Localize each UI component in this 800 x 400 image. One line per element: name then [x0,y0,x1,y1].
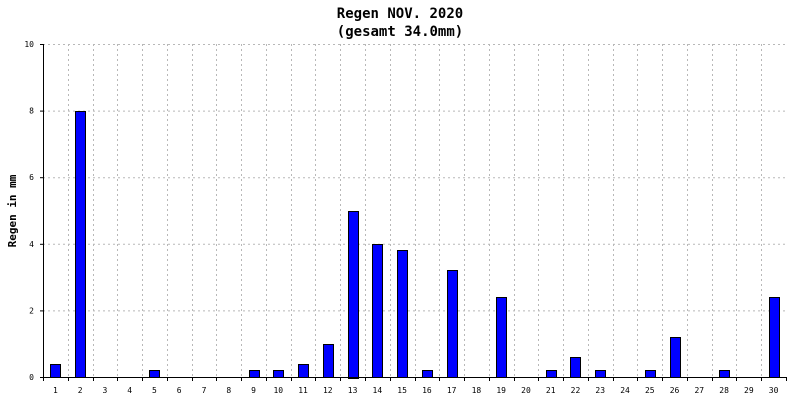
x-tick-label: 6 [177,386,182,395]
bar-day-13 [348,211,359,379]
x-tick-label: 22 [571,386,581,395]
y-tick-label: 2 [29,306,34,315]
bars [50,111,780,379]
x-tick-label: 24 [620,386,630,395]
x-tick-label: 18 [472,386,482,395]
x-tick-label: 21 [546,386,556,395]
x-tick-label: 14 [373,386,383,395]
y-tick-label: 0 [29,373,34,382]
bar-day-21 [546,370,557,378]
x-tick-label: 13 [348,386,358,395]
bar-day-16 [422,370,433,378]
bar-day-9 [249,370,260,378]
chart-title: Regen NOV. 2020 [337,6,463,22]
bar-day-11 [298,364,309,378]
x-tick-label: 25 [645,386,655,395]
y-tick-label: 8 [29,107,34,116]
bar-day-26 [670,337,681,378]
bar-day-19 [496,297,507,378]
bar-day-14 [372,244,383,378]
bar-day-22 [570,357,581,378]
x-tick-label: 20 [521,386,531,395]
bar-day-23 [595,370,606,378]
x-tick-label: 10 [273,386,283,395]
bar-day-17 [447,270,458,378]
x-tick-labels: 1 2 3 4 5 6 7 8 9 10 11 12 13 14 15 16 17 18 19 20 21 22 23 24 2… [53,386,779,395]
x-tick-label: 9 [251,386,256,395]
x-tick-label: 23 [595,386,605,395]
x-tick-label: 5 [152,386,157,395]
x-tick-label: 7 [202,386,207,395]
y-tick-label: 6 [29,173,34,182]
bar-day-28 [719,370,730,378]
x-tick-label: 1 [53,386,58,395]
x-tick-label: 26 [670,386,680,395]
x-tick-label: 2 [78,386,83,395]
axes [40,44,787,381]
x-tick-label: 11 [298,386,308,395]
bar-day-15 [397,250,408,378]
x-tick-label: 16 [422,386,432,395]
x-tick-label: 27 [694,386,704,395]
x-tick-label: 12 [323,386,333,395]
x-tick-label: 28 [719,386,729,395]
bar-day-30 [769,297,780,378]
x-tick-label: 19 [496,386,506,395]
x-tick-label: 29 [744,386,754,395]
x-tick-label: 15 [397,386,407,395]
y-tick-label: 10 [24,40,34,49]
x-tick-label: 3 [103,386,108,395]
y-axis-label: Regen in mm [6,174,19,247]
chart-subtitle: (gesamt 34.0mm) [337,24,463,40]
y-tick-labels: 0 2 4 6 8 10 [24,40,34,382]
bar-day-1 [50,364,61,378]
bar-day-5 [149,370,160,378]
bar-day-25 [645,370,656,378]
x-tick-label: 8 [226,386,231,395]
bar-day-10 [273,370,284,378]
x-tick-label: 17 [447,386,457,395]
bar-day-2 [75,111,86,378]
grid-lines [43,44,786,377]
x-tick-label: 30 [769,386,779,395]
y-tick-label: 4 [29,240,34,249]
bar-day-12 [323,344,334,378]
x-tick-label: 4 [127,386,132,395]
